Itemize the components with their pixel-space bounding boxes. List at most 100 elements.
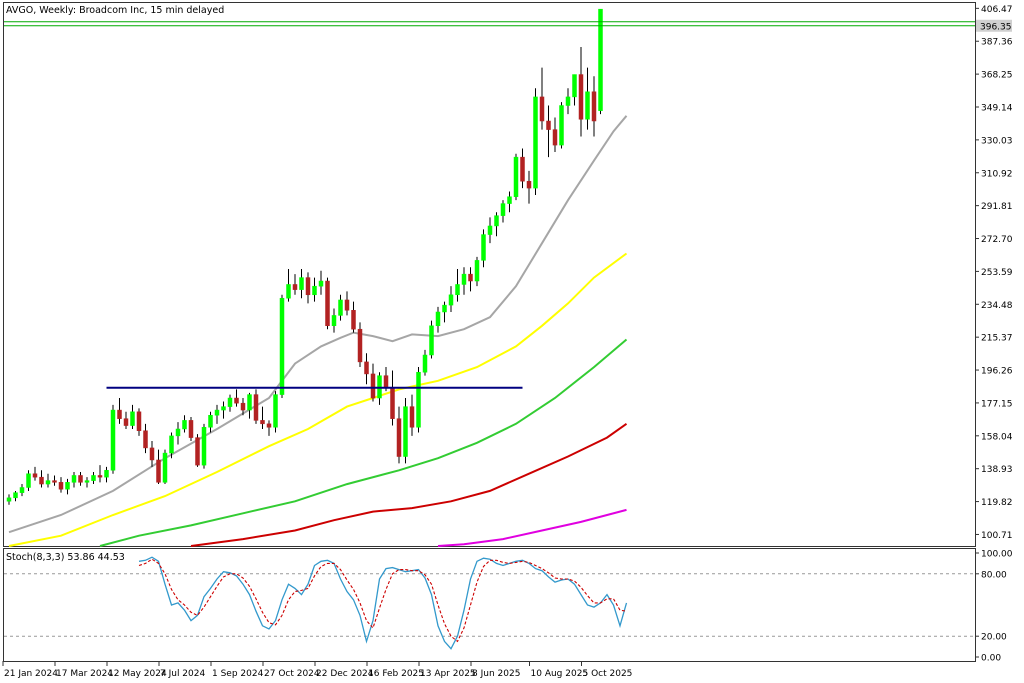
candle-body	[435, 311, 441, 327]
candle	[416, 367, 421, 433]
candle-body	[591, 91, 597, 122]
candle-body	[175, 428, 181, 437]
candle-body	[156, 459, 161, 483]
candle	[539, 67, 545, 130]
candle	[104, 466, 109, 483]
candle	[123, 411, 129, 429]
candle	[344, 291, 350, 316]
stoch-y-tick-label: 80.00	[981, 570, 1007, 580]
y-tick-label: 158.04	[981, 432, 1013, 442]
y-tick-label: 138.93	[981, 465, 1013, 475]
candle-body	[149, 447, 155, 461]
candle	[533, 88, 538, 195]
candle	[266, 420, 272, 436]
candle-body	[84, 480, 90, 483]
candle	[19, 484, 25, 497]
y-tick-label: 406.47	[981, 5, 1013, 15]
candle	[396, 406, 402, 464]
candle-body	[299, 277, 304, 290]
candle-body	[13, 492, 18, 499]
y-tick-label: 272.70	[981, 235, 1013, 245]
candle	[357, 322, 363, 368]
candle-body	[273, 394, 278, 428]
y-tick-label: 196.26	[981, 367, 1013, 377]
candle-body	[279, 297, 285, 395]
candle-body	[253, 394, 259, 421]
candle	[13, 490, 18, 502]
candle	[130, 404, 135, 429]
candle	[136, 408, 142, 436]
candle	[500, 200, 506, 223]
candle-body	[396, 418, 402, 457]
candle-body	[442, 304, 447, 313]
candle	[435, 306, 441, 333]
candle	[273, 391, 278, 433]
candle	[461, 267, 467, 295]
candle	[526, 170, 532, 204]
candle-body	[507, 196, 512, 204]
candle-body	[104, 470, 109, 478]
candle-body	[260, 420, 265, 425]
chart-title: AVGO, Weekly: Broadcom Inc, 15 min delay…	[6, 5, 224, 16]
candle	[286, 268, 291, 302]
candle-body	[520, 156, 525, 182]
candle	[143, 423, 148, 454]
current-price-label-bg	[976, 19, 1012, 32]
candle	[201, 423, 207, 469]
candle-body	[598, 8, 603, 111]
candle-body	[214, 409, 220, 416]
candle-body	[559, 105, 564, 146]
candle-body	[338, 299, 343, 316]
candle-body	[552, 129, 558, 146]
candle	[305, 272, 311, 304]
candle	[422, 349, 428, 376]
candle-body	[351, 310, 356, 330]
candle-body	[266, 423, 272, 428]
candle	[110, 404, 116, 474]
candle-body	[247, 394, 252, 411]
candle	[325, 277, 330, 330]
candle	[513, 153, 519, 201]
ma-line-sma-100	[99, 338, 628, 547]
candle	[78, 472, 83, 486]
candle	[71, 472, 77, 488]
candle-body	[6, 497, 12, 502]
candle	[279, 294, 285, 399]
candle	[234, 389, 239, 407]
candle-body	[305, 277, 311, 296]
candle	[162, 449, 168, 485]
candle-body	[481, 234, 486, 261]
candle	[117, 398, 122, 424]
candle	[403, 398, 408, 464]
x-tick-label: 8 Jun 2025	[472, 669, 520, 679]
candle	[598, 8, 603, 115]
candle	[591, 76, 597, 137]
candle-body	[162, 452, 168, 483]
candle	[97, 465, 103, 483]
candle-body	[318, 280, 324, 287]
candle	[409, 394, 415, 436]
candle	[214, 404, 220, 424]
candle-body	[461, 273, 467, 285]
candle-body	[97, 475, 103, 478]
y-tick-label: 177.15	[981, 399, 1013, 409]
current-price-label: 396.35	[980, 22, 1012, 32]
y-tick-label: 119.82	[981, 498, 1013, 508]
y-tick-label: 253.59	[981, 268, 1013, 278]
candle-body	[422, 354, 428, 373]
candle	[351, 301, 356, 333]
candle	[481, 229, 486, 268]
candle	[208, 411, 213, 433]
candle-body	[383, 375, 389, 388]
candle	[299, 268, 304, 299]
candle-body	[201, 427, 207, 466]
y-tick-label: 291.81	[981, 202, 1013, 212]
candle	[45, 473, 51, 488]
candle-body	[227, 397, 233, 407]
candle-body	[455, 284, 460, 296]
ma-line-sma-300	[437, 508, 627, 547]
candle	[6, 494, 12, 505]
x-tick-label: 27 Oct 2024	[264, 669, 320, 679]
candle	[175, 422, 181, 445]
